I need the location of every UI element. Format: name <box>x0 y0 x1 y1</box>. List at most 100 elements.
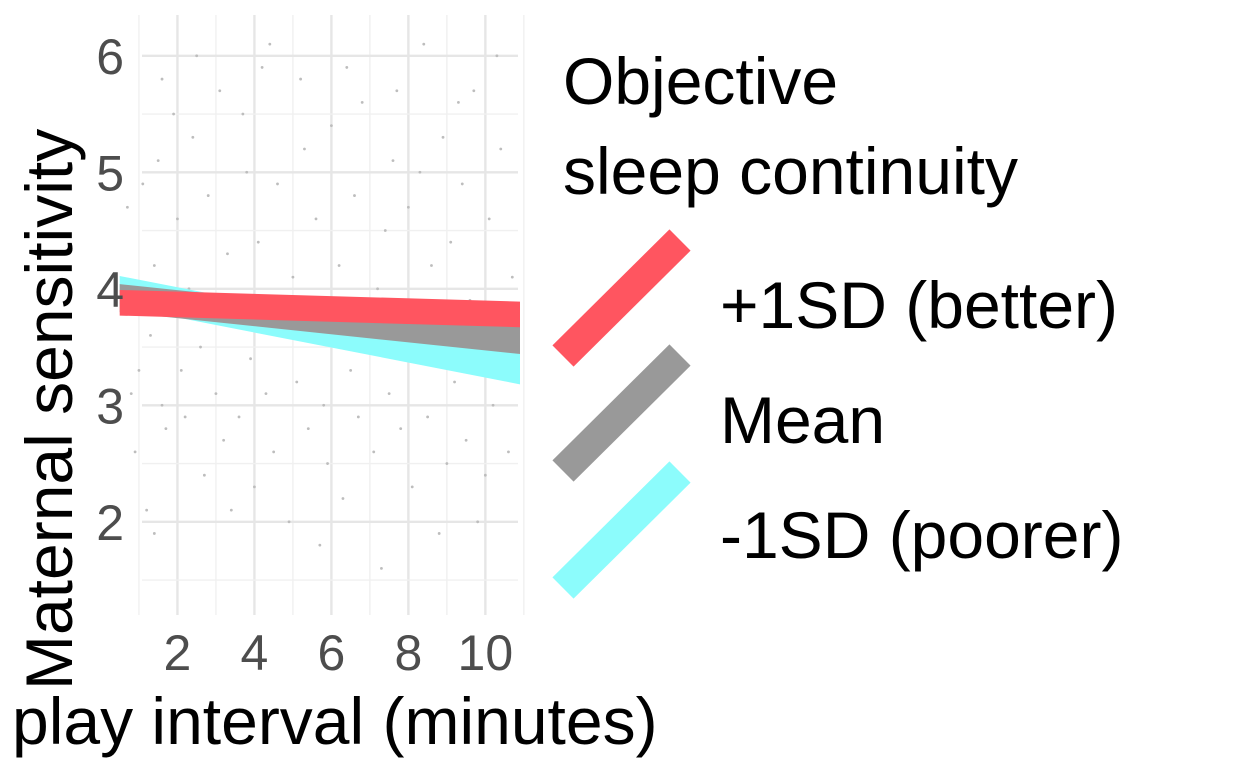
x-axis-ticks: 2 4 6 8 10 <box>164 625 514 681</box>
data-point <box>395 89 399 93</box>
data-point <box>337 264 341 267</box>
x-tick-label: 2 <box>164 625 192 681</box>
data-point <box>125 205 129 209</box>
data-point <box>295 380 299 384</box>
data-point <box>214 392 218 396</box>
data-point <box>380 566 383 570</box>
data-point <box>464 438 468 442</box>
data-point <box>253 485 256 489</box>
data-point <box>437 532 441 535</box>
legend-key-mean <box>552 344 691 482</box>
data-point <box>460 182 464 186</box>
x-axis-title: play interval (minutes) <box>12 684 658 758</box>
data-point <box>449 240 453 244</box>
data-point <box>160 403 164 407</box>
x-tick-label: 4 <box>241 625 269 681</box>
data-point <box>376 287 379 291</box>
data-point <box>291 275 295 279</box>
data-point <box>172 112 175 116</box>
data-point <box>145 508 149 512</box>
y-tick-label: 5 <box>96 145 124 201</box>
legend: Objective sleep continuity +1SD (better)… <box>552 44 1123 599</box>
data-point <box>256 240 260 244</box>
data-point <box>406 205 410 209</box>
data-point <box>226 252 229 256</box>
data-point <box>399 427 403 430</box>
data-point <box>129 392 133 396</box>
data-point <box>249 357 252 361</box>
data-point <box>329 124 333 128</box>
data-point <box>229 508 233 512</box>
data-point <box>191 135 195 139</box>
legend-key-poorer <box>552 461 691 599</box>
data-point <box>472 89 476 93</box>
data-point <box>410 485 414 489</box>
data-point <box>499 147 503 151</box>
legend-title-line-2: sleep continuity <box>563 134 1018 208</box>
data-point <box>156 159 160 163</box>
data-point <box>349 368 353 372</box>
legend-key-better <box>552 229 691 367</box>
y-tick-label: 2 <box>96 495 124 551</box>
data-point <box>418 170 422 174</box>
data-point <box>287 520 291 524</box>
y-tick-label: 4 <box>96 262 124 318</box>
data-point <box>476 520 480 524</box>
data-point <box>453 380 456 384</box>
legend-keys <box>552 229 691 599</box>
y-tick-label: 6 <box>96 29 124 85</box>
data-point <box>245 170 249 174</box>
series-line-better <box>119 289 520 328</box>
data-point <box>356 415 360 419</box>
data-point <box>457 100 460 104</box>
data-point <box>272 450 276 454</box>
data-point <box>133 450 137 454</box>
data-point <box>264 392 268 396</box>
data-point <box>268 42 272 46</box>
y-axis-title: Maternal sensitivity <box>12 129 86 690</box>
x-tick-label: 8 <box>394 625 422 681</box>
data-point <box>426 415 430 419</box>
data-point <box>195 54 199 58</box>
data-point <box>183 415 187 419</box>
data-point <box>152 532 156 535</box>
data-point <box>260 66 264 69</box>
legend-label-better: +1SD (better) <box>720 268 1118 342</box>
data-point <box>441 135 445 139</box>
data-point <box>164 427 168 430</box>
data-point <box>495 54 499 58</box>
data-point <box>199 345 202 349</box>
data-point <box>483 473 487 477</box>
y-axis-ticks: 2 3 4 5 6 <box>96 29 124 551</box>
data-point <box>176 217 179 221</box>
data-point <box>507 450 510 454</box>
data-point <box>430 264 433 267</box>
data-point <box>341 497 345 500</box>
data-point <box>360 100 364 104</box>
data-point <box>152 264 156 267</box>
data-point <box>179 368 183 372</box>
data-point <box>306 427 310 430</box>
y-tick-label: 3 <box>96 378 124 434</box>
x-tick-label: 6 <box>317 625 345 681</box>
data-point <box>445 462 449 465</box>
data-point <box>299 77 303 81</box>
data-point <box>353 194 356 197</box>
x-tick-label: 10 <box>458 625 514 681</box>
regression-lines <box>119 275 520 385</box>
data-point <box>345 66 349 69</box>
data-point <box>422 42 426 46</box>
legend-label-poorer: -1SD (poorer) <box>720 498 1123 572</box>
data-point <box>276 182 279 186</box>
data-point <box>387 392 391 396</box>
data-point <box>303 147 306 151</box>
data-point <box>491 403 495 407</box>
data-point <box>241 112 245 116</box>
data-point <box>314 217 318 221</box>
data-point <box>383 229 387 232</box>
data-point <box>510 275 514 279</box>
data-point <box>141 182 145 186</box>
data-point <box>149 333 152 337</box>
